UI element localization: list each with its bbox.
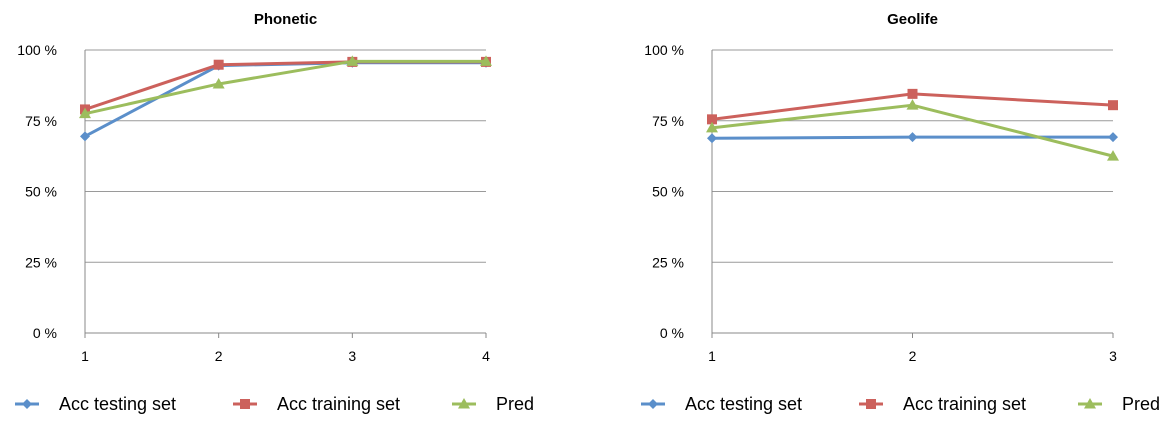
legend-item: Acc training set	[233, 394, 400, 414]
x-tick-label: 4	[482, 348, 490, 364]
data-point	[707, 133, 717, 144]
data-point	[80, 131, 90, 142]
y-tick-label: 75 %	[25, 113, 57, 129]
legend-item: Acc training set	[859, 394, 1026, 414]
series-line	[83, 59, 488, 116]
legend-label: Acc training set	[277, 394, 400, 414]
legend-label: Acc testing set	[59, 394, 176, 414]
legend-marker	[458, 398, 470, 409]
data-point	[213, 59, 224, 70]
series-acc-testing-set	[80, 57, 491, 142]
data-point	[707, 114, 717, 125]
legend-item: Acc testing set	[15, 394, 176, 414]
data-point	[1108, 100, 1118, 111]
series-acc-training-set	[707, 88, 1118, 125]
legend-marker	[240, 399, 250, 409]
y-tick-label: 100 %	[17, 42, 57, 58]
data-point	[906, 99, 919, 110]
data-point	[480, 55, 492, 66]
chart-title: Phonetic	[254, 11, 317, 28]
y-tick-label: 0 %	[33, 325, 57, 341]
y-tick-label: 75 %	[652, 113, 684, 129]
x-tick-label: 1	[708, 348, 716, 364]
x-tick-label: 3	[1109, 348, 1117, 364]
chart-2: Geolife 0 % 25 % 50 % 75 % 100 % 1 2 3 Acc testin…	[641, 11, 1160, 414]
legend-item: Acc testing set	[641, 394, 802, 414]
series-acc-testing-set	[707, 132, 1118, 144]
y-tick-label: 100 %	[644, 42, 684, 58]
y-tick-label: 50 %	[25, 184, 57, 200]
legend-label: Acc training set	[903, 394, 1026, 414]
x-tick-label: 3	[348, 348, 356, 364]
series-pred	[706, 99, 1119, 161]
data-point	[212, 77, 225, 89]
legend-label: Acc testing set	[685, 394, 802, 414]
legend-item: Pred	[452, 394, 534, 414]
legend-marker	[22, 399, 32, 409]
y-tick-label: 25 %	[652, 254, 684, 270]
data-point	[706, 121, 718, 133]
data-point	[346, 55, 359, 66]
y-tick-label: 0 %	[660, 325, 684, 341]
y-tick-label: 25 %	[25, 254, 57, 270]
legend-marker	[866, 399, 876, 409]
legend-label: Pred	[1122, 394, 1160, 414]
chart-1: Phonetic 0 % 25 % 50 % 75 % 100 % 1 2 3 4 Acc test…	[15, 11, 534, 414]
x-tick-label: 2	[215, 348, 223, 364]
data-point	[1108, 132, 1118, 143]
legend-marker	[648, 399, 658, 409]
legend-label: Pred	[496, 394, 534, 414]
series-line	[83, 60, 488, 111]
data-point	[79, 107, 91, 119]
series-pred	[79, 55, 492, 119]
x-tick-label: 1	[81, 348, 89, 364]
chart-title: Geolife	[887, 11, 938, 28]
data-point	[907, 132, 918, 143]
y-tick-label: 50 %	[652, 184, 684, 200]
x-tick-label: 2	[909, 348, 917, 364]
data-point	[907, 88, 918, 99]
legend-item: Pred	[1078, 394, 1160, 414]
data-point	[1107, 150, 1119, 161]
legend-marker	[1084, 398, 1096, 409]
